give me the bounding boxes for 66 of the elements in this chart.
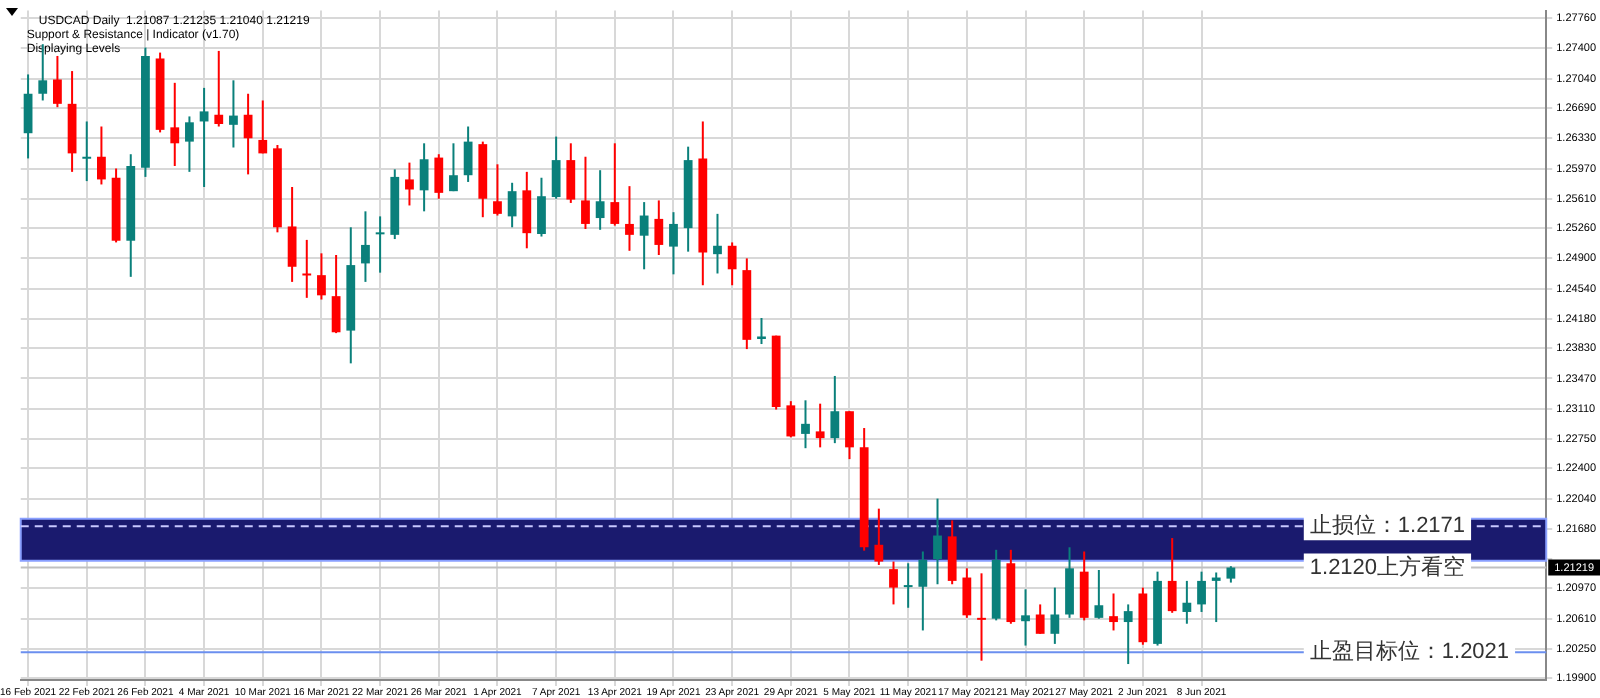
candlestick xyxy=(331,254,341,335)
candlestick xyxy=(757,317,766,346)
candlestick xyxy=(610,142,620,227)
candlestick xyxy=(361,210,370,283)
candlestick xyxy=(566,142,576,204)
candlestick xyxy=(243,92,253,176)
candlestick xyxy=(1065,546,1074,619)
ref-line-label: 1.2120上方看空 xyxy=(1309,553,1466,580)
candlestick xyxy=(815,402,825,449)
candlestick xyxy=(522,170,532,250)
candlestick xyxy=(23,73,33,160)
candlestick xyxy=(625,185,634,252)
candlestick xyxy=(727,241,737,287)
candlestick xyxy=(595,169,605,231)
candlestick xyxy=(317,252,326,301)
candlestick xyxy=(419,142,429,213)
candlestick xyxy=(977,572,986,662)
candlestick xyxy=(1050,586,1060,645)
candlestick xyxy=(493,163,502,217)
candlestick xyxy=(845,410,854,461)
candlestick xyxy=(962,567,972,619)
candlestick xyxy=(537,176,546,238)
ref-line-label: 止损位：1.2171 xyxy=(1309,512,1466,539)
candlestick xyxy=(214,49,224,128)
candlestick xyxy=(53,54,62,109)
candlestick xyxy=(918,550,928,632)
candlestick xyxy=(449,142,458,193)
candlestick xyxy=(375,215,385,274)
ref-line-label: 止盈目标位：1.2021 xyxy=(1309,638,1510,665)
candlestick xyxy=(170,81,180,167)
candlestick xyxy=(889,560,898,606)
candlestick xyxy=(551,135,561,200)
candlestick xyxy=(302,238,312,299)
candlestick xyxy=(258,99,268,155)
candlestick xyxy=(1123,603,1133,666)
candlestick xyxy=(874,507,884,566)
candlestick xyxy=(1094,568,1104,620)
candlestick xyxy=(229,79,238,149)
candlestick xyxy=(1211,571,1221,624)
candlestick xyxy=(947,519,957,586)
candlestick xyxy=(185,115,194,173)
candlestick xyxy=(801,399,810,450)
candlestick xyxy=(903,562,913,609)
candlestick xyxy=(830,374,840,445)
candlestick xyxy=(1197,570,1206,613)
candlestick xyxy=(507,181,517,229)
candlestick xyxy=(1021,588,1030,647)
candlestick xyxy=(405,161,414,207)
candlestick xyxy=(581,155,590,230)
candlestick xyxy=(1167,537,1177,614)
candlestick xyxy=(654,199,664,257)
candlestick xyxy=(713,212,722,275)
candlestick xyxy=(287,185,297,283)
candlestick xyxy=(199,86,209,188)
candlestick xyxy=(1109,592,1118,632)
candlestick xyxy=(786,400,796,439)
candlestick xyxy=(933,497,942,586)
candlestick xyxy=(1182,579,1192,625)
candlestick xyxy=(1035,603,1045,635)
candlestick xyxy=(1079,550,1089,622)
candlestick xyxy=(669,211,678,276)
candlestick xyxy=(639,201,649,271)
candlestick xyxy=(463,125,473,183)
candlestick xyxy=(82,120,92,183)
candlestick xyxy=(434,153,444,200)
candlestick xyxy=(97,125,106,186)
